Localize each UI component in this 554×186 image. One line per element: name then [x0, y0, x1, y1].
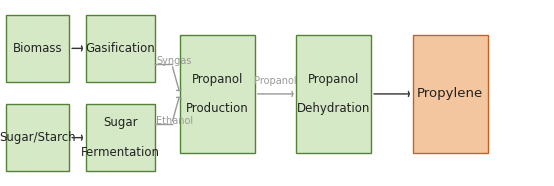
Text: Sugar: Sugar [103, 116, 138, 129]
FancyBboxPatch shape [296, 35, 371, 153]
FancyBboxPatch shape [180, 35, 255, 153]
FancyBboxPatch shape [6, 15, 69, 82]
FancyBboxPatch shape [86, 104, 155, 171]
Text: Fermentation: Fermentation [81, 146, 160, 159]
Text: Propanol: Propanol [254, 76, 296, 86]
Text: Propanol: Propanol [308, 73, 360, 86]
FancyBboxPatch shape [86, 15, 155, 82]
Text: Ethanol: Ethanol [156, 116, 193, 126]
Text: Biomass: Biomass [13, 42, 62, 55]
Text: Production: Production [186, 102, 249, 115]
Text: Propylene: Propylene [417, 87, 483, 100]
Text: Dehydration: Dehydration [297, 102, 371, 115]
Text: Syngas: Syngas [156, 56, 192, 66]
FancyBboxPatch shape [6, 104, 69, 171]
FancyBboxPatch shape [413, 35, 488, 153]
Text: Gasification: Gasification [86, 42, 155, 55]
Text: Sugar/Starch: Sugar/Starch [0, 131, 76, 144]
Text: Propanol: Propanol [192, 73, 243, 86]
